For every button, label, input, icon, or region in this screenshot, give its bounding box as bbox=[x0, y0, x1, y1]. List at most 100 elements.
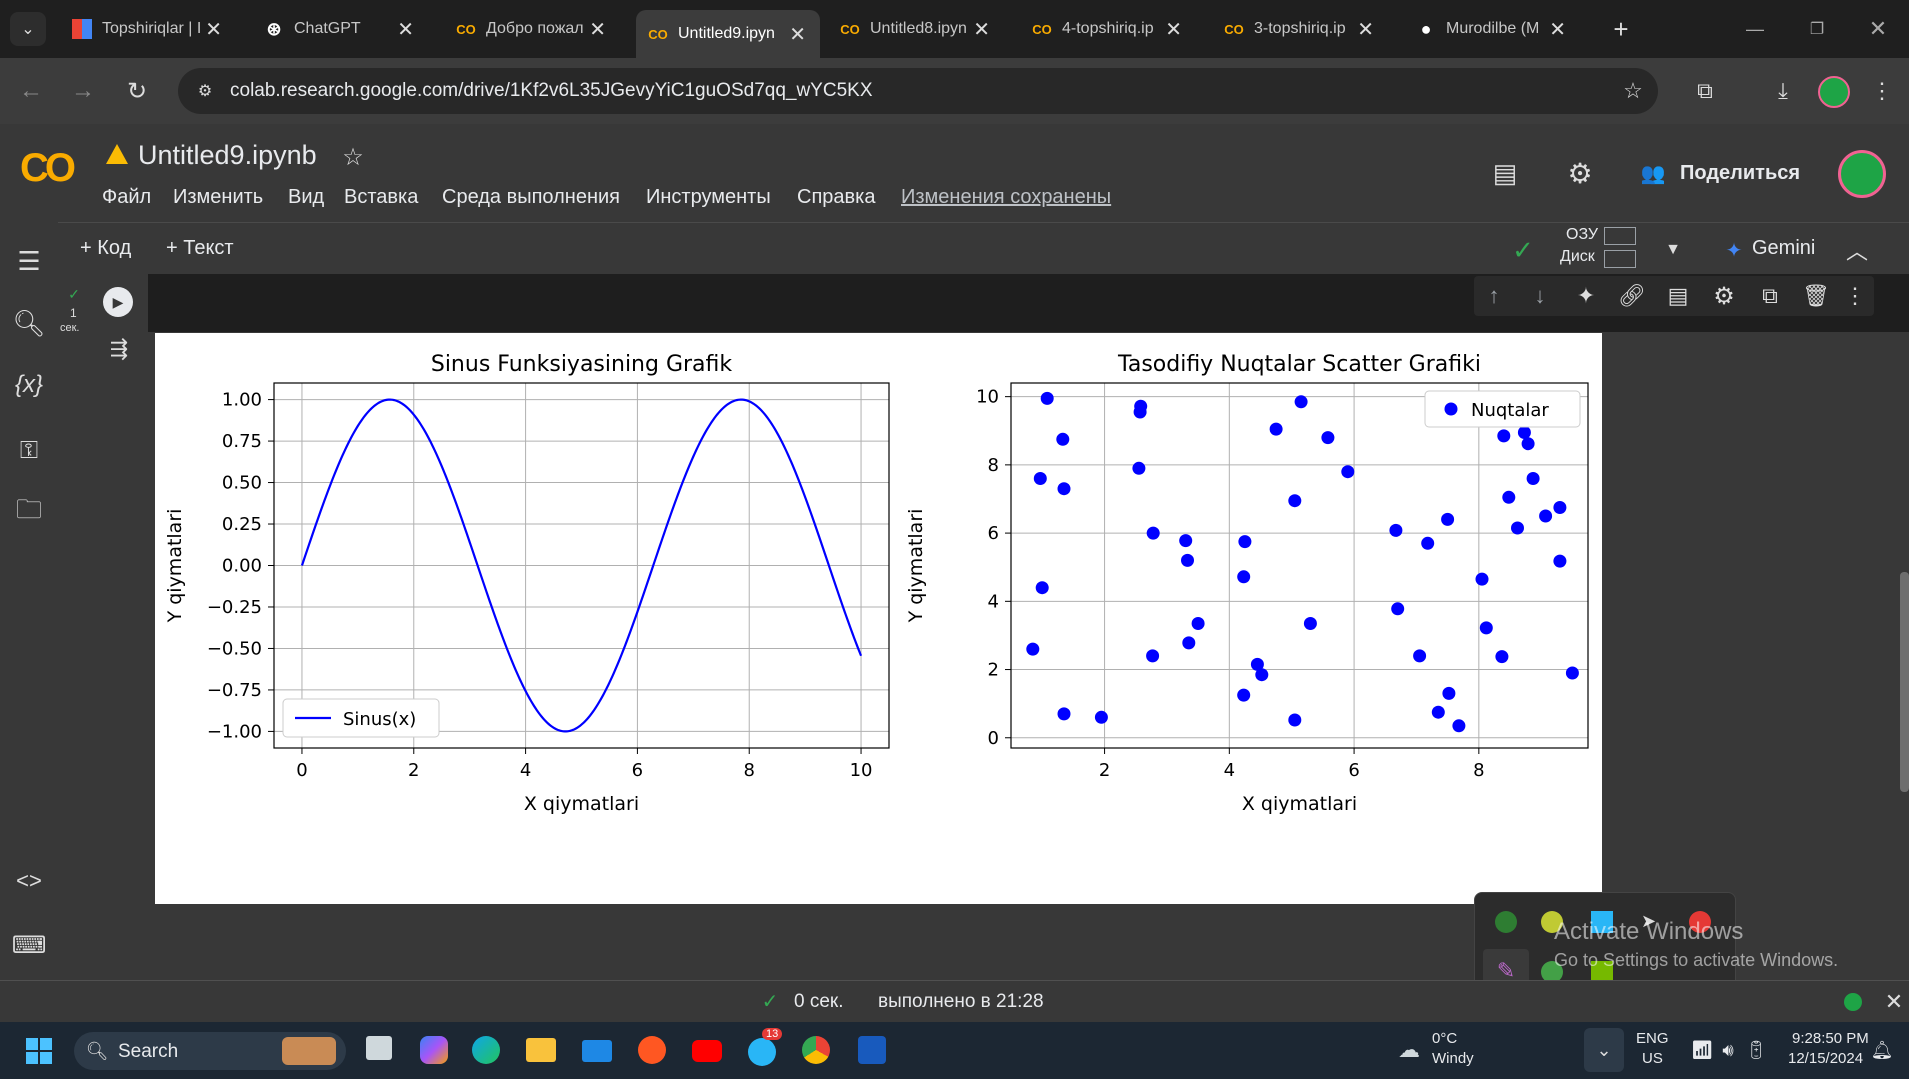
browser-tab[interactable]: CO Добро пожал ✕ bbox=[444, 10, 620, 48]
close-tab-icon[interactable]: ✕ bbox=[1357, 18, 1374, 41]
start-button[interactable] bbox=[26, 1038, 52, 1064]
browser-tab[interactable]: Topshiriqlar | I ✕ bbox=[60, 10, 236, 48]
browser-tab[interactable]: CO 4-topshiriq.ip ✕ bbox=[1020, 10, 1196, 48]
close-tab-icon[interactable]: ✕ bbox=[973, 18, 990, 41]
close-tab-icon[interactable]: ✕ bbox=[1549, 18, 1566, 41]
settings-gear-icon[interactable]: ⚙ bbox=[1567, 157, 1593, 189]
close-tab-icon[interactable]: ✕ bbox=[589, 18, 606, 41]
weather-temp[interactable]: 0°C bbox=[1432, 1030, 1458, 1047]
tab-search-button[interactable]: ⌄ bbox=[10, 12, 46, 46]
task-view-icon[interactable] bbox=[366, 1036, 392, 1060]
file-explorer-icon[interactable] bbox=[526, 1038, 556, 1062]
browser-tab[interactable]: ● Murodilbe (M ✕ bbox=[1404, 10, 1580, 48]
move-down-icon[interactable]: ↓ bbox=[1534, 283, 1546, 308]
back-button[interactable]: ← bbox=[19, 77, 43, 104]
account-avatar[interactable] bbox=[1838, 150, 1886, 198]
cell-settings-icon[interactable]: ⚙ bbox=[1713, 282, 1735, 310]
delete-cell-icon[interactable]: 🗑︎ bbox=[1802, 283, 1830, 308]
close-window-button[interactable]: ✕ bbox=[1868, 16, 1888, 41]
profile-avatar[interactable] bbox=[1818, 76, 1850, 108]
copilot-icon[interactable] bbox=[420, 1036, 448, 1064]
tray-app-icon[interactable]: ➤ bbox=[1641, 911, 1657, 931]
address-bar[interactable]: ⚙ colab.research.google.com/drive/1Kf2v6… bbox=[178, 68, 1658, 114]
close-status-icon[interactable]: ✕ bbox=[1884, 989, 1904, 1014]
add-text-button[interactable]: + Текст bbox=[166, 237, 234, 259]
input-region[interactable]: US bbox=[1642, 1050, 1663, 1067]
wifi-icon[interactable]: 📶︎ bbox=[1690, 1039, 1714, 1060]
star-icon[interactable]: ☆ bbox=[342, 143, 364, 171]
tray-app-icon[interactable] bbox=[1591, 911, 1613, 933]
variables-icon[interactable]: {x} bbox=[14, 371, 44, 398]
volume-icon[interactable]: 🔊︎ bbox=[1722, 1039, 1734, 1060]
add-code-button[interactable]: + Код bbox=[80, 237, 132, 259]
notebook-title[interactable]: Untitled9.ipynb bbox=[138, 140, 317, 170]
move-up-icon[interactable]: ↑ bbox=[1488, 283, 1500, 308]
battery-icon[interactable]: 🔋︎ bbox=[1744, 1039, 1768, 1060]
browser-tab[interactable]: CO 3-topshiriq.ip ✕ bbox=[1212, 10, 1388, 48]
new-tab-button[interactable]: + bbox=[1613, 13, 1629, 44]
url-text[interactable]: colab.research.google.com/drive/1Kf2v6L3… bbox=[230, 80, 873, 101]
forward-button[interactable]: → bbox=[71, 77, 95, 104]
collapse-chevron-icon[interactable]: ︿ bbox=[1845, 239, 1868, 264]
app-pencil-icon[interactable] bbox=[638, 1036, 666, 1064]
secrets-key-icon[interactable]: ⚿ bbox=[19, 437, 39, 464]
gemini-cell-icon[interactable]: ✦ bbox=[1576, 283, 1596, 308]
output-options-icon[interactable]: ⇶ bbox=[109, 336, 129, 361]
gemini-button[interactable]: Gemini bbox=[1752, 237, 1816, 259]
tray-app-icon[interactable] bbox=[1689, 911, 1711, 933]
edge-icon[interactable] bbox=[472, 1036, 500, 1064]
close-tab-icon[interactable]: ✕ bbox=[397, 18, 414, 41]
close-tab-icon[interactable]: ✕ bbox=[1165, 18, 1182, 41]
telegram-icon[interactable] bbox=[748, 1038, 776, 1066]
weather-desc[interactable]: Windy bbox=[1432, 1050, 1474, 1067]
menu-item[interactable]: Справка bbox=[797, 186, 876, 208]
share-button[interactable]: Поделиться bbox=[1680, 162, 1801, 184]
menu-item[interactable]: Вставка bbox=[344, 186, 419, 208]
close-tab-icon[interactable]: ✕ bbox=[205, 18, 222, 41]
input-language[interactable]: ENG bbox=[1636, 1030, 1669, 1047]
word-icon[interactable] bbox=[858, 1036, 886, 1064]
runtime-dropdown-icon[interactable]: ▼ bbox=[1665, 241, 1681, 258]
tray-app-icon[interactable] bbox=[1541, 961, 1563, 983]
colab-logo[interactable]: CO bbox=[20, 146, 76, 190]
browser-menu-icon[interactable]: ⋮ bbox=[1871, 78, 1893, 103]
youtube-icon[interactable] bbox=[692, 1040, 722, 1062]
extensions-icon[interactable]: ⧉ bbox=[1697, 78, 1713, 103]
ram-label[interactable]: ОЗУ bbox=[1566, 226, 1599, 243]
browser-tab[interactable]: ⊛ ChatGPT ✕ bbox=[252, 10, 428, 48]
tray-app-icon[interactable] bbox=[1495, 911, 1517, 933]
close-tab-icon[interactable]: ✕ bbox=[789, 23, 806, 46]
scrollbar-thumb[interactable] bbox=[1900, 572, 1909, 792]
comments-icon[interactable]: ▤ bbox=[1492, 157, 1518, 188]
reload-button[interactable]: ↻ bbox=[126, 77, 148, 105]
mirror-cell-icon[interactable]: ⧉ bbox=[1762, 283, 1778, 308]
search-icon[interactable]: 🔍︎ bbox=[12, 307, 46, 338]
browser-tab[interactable]: CO Untitled9.ipyn ✕ bbox=[636, 10, 820, 58]
bookmark-star-icon[interactable]: ☆ bbox=[1623, 78, 1643, 103]
minimize-button[interactable]: — bbox=[1746, 18, 1764, 39]
menu-item[interactable]: Среда выполнения bbox=[442, 186, 620, 208]
terminal-icon[interactable]: ⌨ bbox=[11, 931, 47, 959]
menu-item[interactable]: Вид bbox=[288, 186, 325, 208]
run-cell-button[interactable]: ▶ bbox=[103, 287, 133, 317]
tray-app-icon[interactable] bbox=[1591, 961, 1613, 983]
tray-app-icon[interactable] bbox=[1541, 911, 1563, 933]
download-icon[interactable]: ⤓ bbox=[1778, 78, 1788, 103]
taskbar-search-box[interactable]: 🔍︎ Search bbox=[74, 1032, 346, 1070]
menu-item[interactable]: Инструменты bbox=[646, 186, 771, 208]
more-cell-options-icon[interactable]: ⋮ bbox=[1844, 283, 1866, 308]
share-icon[interactable]: 👥 bbox=[1640, 162, 1666, 185]
status-time-taken[interactable]: 0 сек. bbox=[794, 991, 844, 1012]
restore-button[interactable]: ❐ bbox=[1809, 21, 1825, 38]
chrome-icon[interactable] bbox=[802, 1036, 830, 1064]
code-snippets-icon[interactable]: <> bbox=[16, 868, 42, 893]
saved-status[interactable]: Изменения сохранены bbox=[901, 186, 1112, 208]
link-icon[interactable]: 🔗︎ bbox=[1618, 283, 1646, 308]
comment-cell-icon[interactable]: ▤ bbox=[1667, 283, 1689, 308]
browser-tab[interactable]: CO Untitled8.ipyn ✕ bbox=[828, 10, 1004, 48]
clock-date[interactable]: 12/15/2024 bbox=[1788, 1050, 1864, 1067]
menu-item[interactable]: Изменить bbox=[173, 186, 264, 208]
disk-label[interactable]: Диск bbox=[1560, 248, 1595, 265]
status-completed[interactable]: выполнено в 21:28 bbox=[878, 991, 1044, 1012]
mail-icon[interactable] bbox=[582, 1040, 612, 1062]
